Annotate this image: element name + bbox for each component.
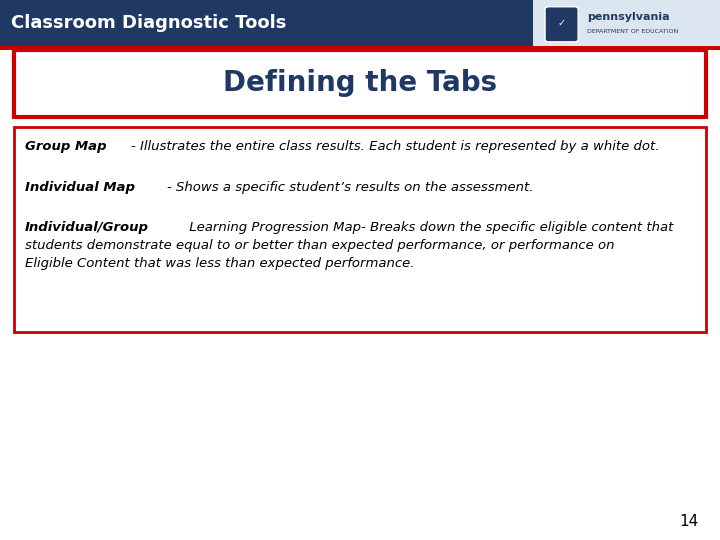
Text: - Illustrates the entire class results. Each student is represented by a white d: - Illustrates the entire class results. …	[130, 140, 659, 153]
Text: - Shows a specific student’s results on the assessment.: - Shows a specific student’s results on …	[167, 181, 534, 194]
Bar	[0, 0, 533, 46]
Text: Defining the Tabs: Defining the Tabs	[223, 70, 497, 97]
Text: Classroom Diagnostic Tools: Classroom Diagnostic Tools	[11, 14, 286, 32]
Text: Individual/Group: Individual/Group	[25, 221, 149, 234]
Text: 14: 14	[679, 514, 698, 529]
Text: ✓: ✓	[557, 18, 566, 28]
Bar	[14, 127, 706, 332]
Text: DEPARTMENT OF EDUCATION: DEPARTMENT OF EDUCATION	[587, 29, 678, 33]
Bar	[14, 50, 706, 117]
Text: Individual Map: Individual Map	[25, 181, 135, 194]
Bar	[533, 0, 720, 46]
Text: Group Map: Group Map	[25, 140, 107, 153]
Text: pennsylvania: pennsylvania	[587, 12, 670, 23]
Text: students demonstrate equal to or better than expected performance, or performanc: students demonstrate equal to or better …	[25, 239, 615, 252]
Bar	[0, 46, 720, 50]
Text: Learning Progression Map- Breaks down the specific eligible content that: Learning Progression Map- Breaks down th…	[185, 221, 674, 234]
Text: Eligible Content that was less than expected performance.: Eligible Content that was less than expe…	[25, 257, 415, 270]
FancyBboxPatch shape	[545, 6, 578, 42]
